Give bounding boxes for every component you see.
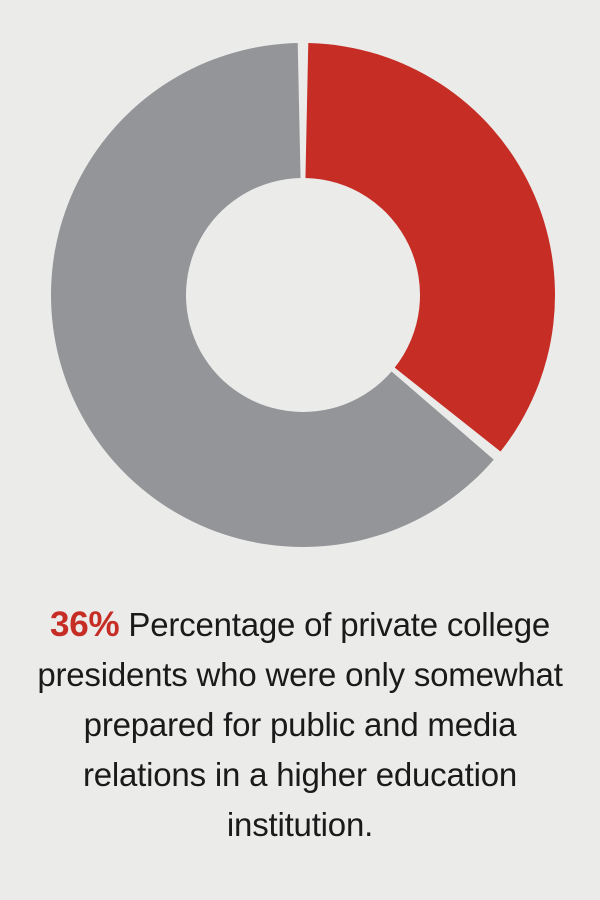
chart-caption: 36% Percentage of private college presid… bbox=[30, 600, 570, 850]
donut-slice-0 bbox=[305, 43, 556, 452]
donut-slice-1 bbox=[51, 43, 494, 547]
donut-chart-svg bbox=[51, 43, 556, 547]
donut-chart bbox=[51, 43, 556, 547]
caption-stat: 36% bbox=[49, 605, 120, 644]
caption-text: Percentage of private college presidents… bbox=[37, 606, 563, 843]
